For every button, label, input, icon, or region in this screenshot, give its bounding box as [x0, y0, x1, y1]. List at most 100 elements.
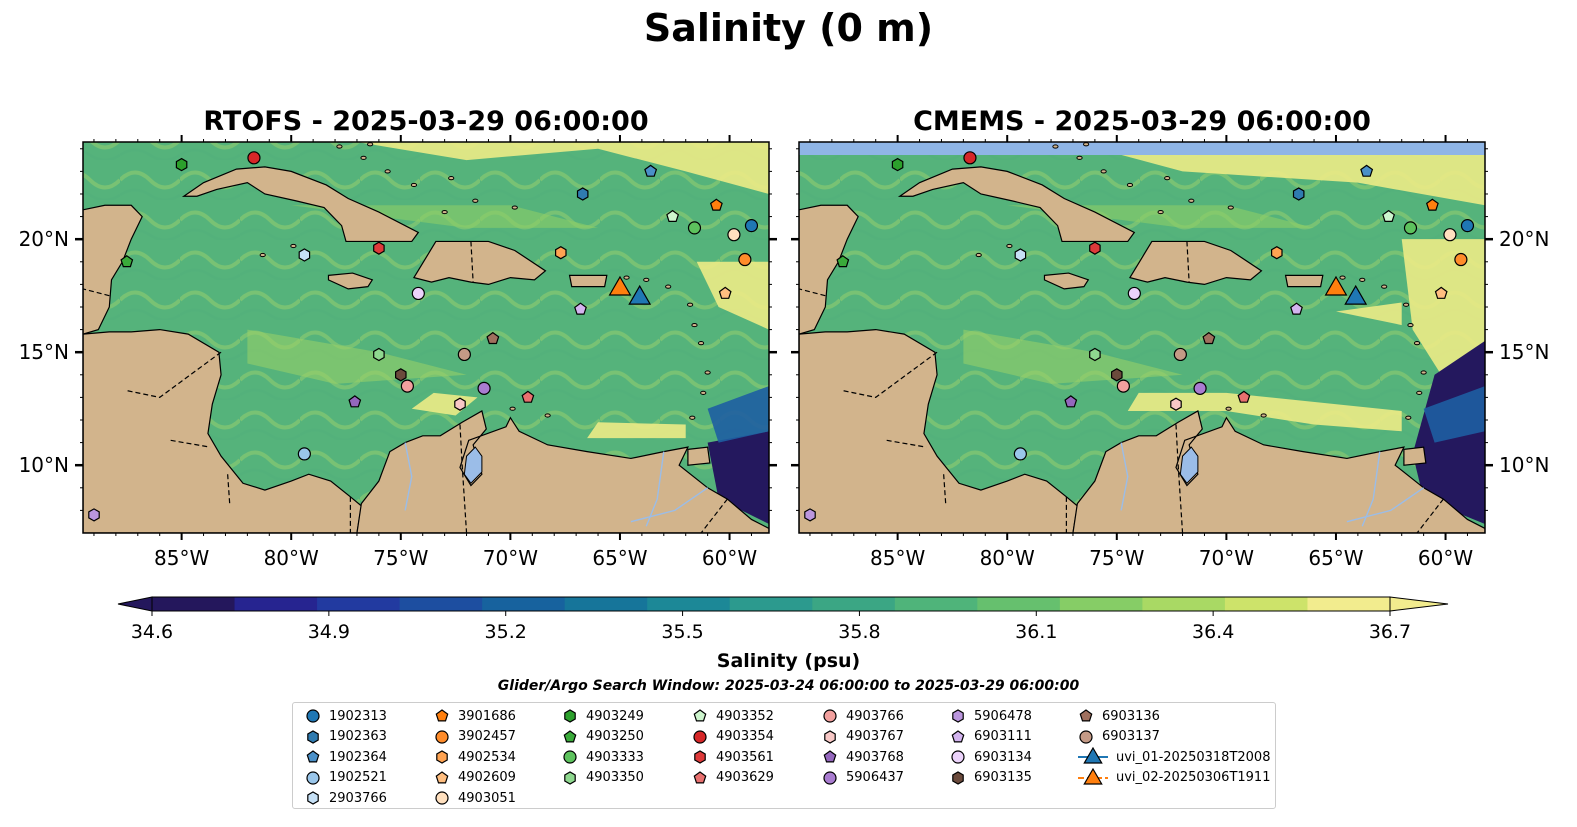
search-window-text: Glider/Argo Search Window: 2025-03-24 06… — [497, 678, 1080, 694]
legend-label: 1902521 — [329, 770, 387, 785]
lat-tick-label: 15°N — [19, 340, 69, 364]
float-marker-4903333 — [1403, 221, 1418, 235]
legend-item: 2903766 — [305, 788, 387, 808]
float-marker-4903768 — [348, 395, 362, 408]
lon-tick-label: 70°W — [1199, 546, 1254, 570]
float-marker-4903250 — [120, 255, 134, 268]
hexagon-marker-icon — [436, 750, 448, 764]
legend-item: 4903051 — [434, 788, 516, 808]
float-marker-4903767 — [1170, 397, 1182, 411]
figure-title: Salinity (0 m) — [643, 6, 934, 50]
pentagon-marker-icon — [563, 729, 577, 742]
hexagon-marker-icon — [952, 709, 964, 723]
legend-item: 5906478 — [950, 706, 1032, 726]
float-marker-4903352 — [666, 209, 680, 222]
legend-item: 4903354 — [692, 727, 774, 747]
circle-marker-icon — [563, 750, 577, 764]
colorbar-tick-label: 36.4 — [1192, 621, 1234, 643]
float-marker-4903768 — [1064, 395, 1078, 408]
lon-tick-label: 60°W — [702, 546, 757, 570]
float-marker-4903051 — [1443, 228, 1457, 242]
pentagon-marker-icon — [435, 770, 449, 783]
cmems-map-panel: 85°W 80°W 75°W 70°W 65°W 60°W 10°N 15°N 20°N — [791, 135, 1549, 570]
colorbar-segment — [564, 597, 648, 611]
pentagon-marker-icon — [823, 750, 837, 763]
float-marker-6903136 — [486, 331, 500, 345]
pentagon-marker-icon — [951, 729, 965, 742]
float-marker-5906478 — [804, 508, 816, 522]
colorbar-label: Salinity (psu) — [716, 650, 861, 672]
lat-tick-label: 15°N — [1499, 340, 1549, 364]
triangle-marker-icon — [1078, 747, 1108, 764]
legend-label: 4903354 — [716, 729, 774, 744]
float-marker-4903766 — [400, 379, 414, 393]
float-marker-6903134 — [1127, 286, 1141, 301]
legend-item: 1902313 — [305, 706, 387, 726]
colorbar-segment — [812, 597, 896, 611]
circle-marker-icon — [951, 750, 965, 764]
legend-item: 5906437 — [822, 768, 904, 788]
legend-item: 1902364 — [305, 747, 387, 767]
colorbar-segment — [1142, 597, 1226, 611]
colorbar-segment — [894, 597, 978, 611]
legend-label: 2903766 — [329, 790, 387, 806]
float-marker-4903561 — [1089, 241, 1101, 255]
float-marker-3902457 — [1454, 252, 1468, 267]
colorbar-tick-label: 35.8 — [838, 621, 880, 643]
legend-label: 6903137 — [1102, 729, 1160, 744]
legend-label: 1902363 — [329, 729, 387, 744]
circle-marker-icon — [1079, 729, 1093, 744]
legend-label: 4903629 — [716, 770, 774, 785]
float-marker-6903111 — [574, 302, 587, 315]
float-marker-uvi_01-20250318T2008 — [1344, 284, 1368, 305]
lon-tick-label: 70°W — [483, 546, 538, 570]
float-marker-1902521 — [297, 447, 311, 461]
legend-label: 3902457 — [458, 729, 516, 744]
legend-label: 4903249 — [586, 708, 644, 724]
float-marker-4903249 — [175, 157, 188, 172]
legend-item: 4903249 — [562, 706, 644, 726]
legend-label: uvi_01-20250318T2008 — [1116, 749, 1271, 765]
circle-marker-icon — [823, 770, 837, 785]
circle-marker-icon — [435, 729, 449, 744]
float-marker-1902364 — [1360, 164, 1374, 177]
colorbar-segment — [152, 597, 236, 611]
legend-label: 5906478 — [974, 708, 1032, 724]
float-marker-4903766 — [1116, 379, 1130, 393]
legend-label: 4903767 — [846, 729, 904, 744]
circle-marker-icon — [435, 791, 449, 805]
legend-item: 1902521 — [305, 768, 387, 788]
legend-item: 4902534 — [434, 747, 516, 767]
float-marker-uvi_02-20250306T1911 — [1324, 275, 1348, 296]
legend-item: 4903766 — [822, 706, 904, 726]
colorbar-segment — [1224, 597, 1308, 611]
hexagon-marker-icon — [307, 729, 319, 744]
salinity-colorbar: 34.6 34.9 35.2 35.5 35.8 36.1 36.4 36.7 — [117, 596, 1449, 643]
float-marker-4902609 — [1434, 286, 1448, 299]
pentagon-marker-icon — [306, 750, 320, 763]
circle-marker-icon — [823, 709, 837, 723]
legend-label: 6903135 — [974, 770, 1032, 785]
legend-label: 1902313 — [329, 708, 387, 724]
legend-item: 4903250 — [562, 727, 644, 747]
hexagon-marker-icon — [952, 770, 964, 785]
lat-tick-label: 20°N — [1499, 227, 1549, 251]
lon-tick-label: 85°W — [154, 546, 209, 570]
float-marker-4903629 — [521, 390, 535, 403]
legend-label: 6903134 — [974, 749, 1032, 765]
lon-tick-label: 60°W — [1418, 546, 1473, 570]
legend-item: 6903136 — [1078, 706, 1160, 726]
colorbar-segment — [1059, 597, 1143, 611]
legend-item: 6903111 — [950, 727, 1032, 747]
lon-tick-label: 75°W — [1089, 546, 1144, 570]
float-marker-3902457 — [738, 252, 752, 267]
colorbar-segment — [977, 597, 1061, 611]
pentagon-marker-icon — [435, 709, 449, 722]
float-marker-6903135 — [1110, 368, 1123, 382]
legend-item: 4903768 — [822, 747, 904, 767]
float-marker-3901686 — [1425, 198, 1439, 211]
float-marker-4903354 — [247, 151, 261, 165]
lon-tick-label: 80°W — [264, 546, 319, 570]
legend-item: 4903629 — [692, 768, 774, 788]
float-marker-1902363 — [576, 187, 589, 201]
